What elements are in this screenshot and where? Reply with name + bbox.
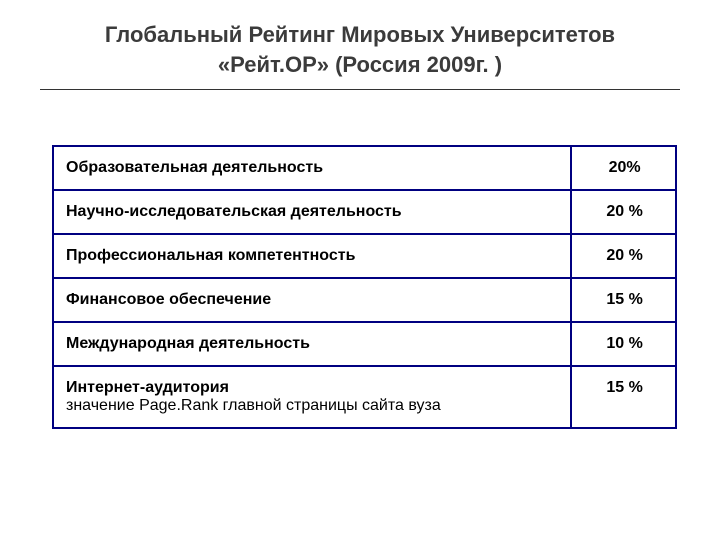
slide-title: Глобальный Рейтинг Мировых Университетов…	[40, 20, 680, 79]
table-row: Финансовое обеспечение 15 %	[53, 278, 676, 322]
criteria-value: 20%	[571, 146, 676, 190]
table-row: Международная деятельность 10 %	[53, 322, 676, 366]
table-row: Профессиональная компетентность 20 %	[53, 234, 676, 278]
criteria-label: Научно-исследовательская деятельность	[53, 190, 571, 234]
label-text: Образовательная деятельность	[66, 159, 323, 176]
label-text: Международная деятельность	[66, 335, 310, 352]
criteria-value: 15 %	[571, 278, 676, 322]
criteria-value: 10 %	[571, 322, 676, 366]
criteria-table: Образовательная деятельность 20% Научно-…	[52, 145, 677, 429]
title-line-2: «Рейт.ОР» (Россия 2009г. )	[218, 52, 502, 77]
criteria-value: 20 %	[571, 234, 676, 278]
criteria-label: Международная деятельность	[53, 322, 571, 366]
label-text: Интернет-аудитория	[66, 379, 229, 396]
criteria-label: Образовательная деятельность	[53, 146, 571, 190]
title-underline	[40, 89, 680, 90]
table-row: Интернет-аудитория значение Page.Rank гл…	[53, 366, 676, 428]
label-text: Финансовое обеспечение	[66, 291, 271, 308]
label-subtext: значение Page.Rank главной страницы сайт…	[66, 397, 560, 415]
title-line-1: Глобальный Рейтинг Мировых Университетов	[105, 22, 615, 47]
criteria-value: 20 %	[571, 190, 676, 234]
label-text: Профессиональная компетентность	[66, 247, 355, 264]
criteria-value: 15 %	[571, 366, 676, 428]
criteria-label: Финансовое обеспечение	[53, 278, 571, 322]
criteria-label: Интернет-аудитория значение Page.Rank гл…	[53, 366, 571, 428]
slide-container: Глобальный Рейтинг Мировых Университетов…	[0, 0, 720, 459]
table-row: Научно-исследовательская деятельность 20…	[53, 190, 676, 234]
table-row: Образовательная деятельность 20%	[53, 146, 676, 190]
criteria-label: Профессиональная компетентность	[53, 234, 571, 278]
label-text: Научно-исследовательская деятельность	[66, 203, 402, 220]
